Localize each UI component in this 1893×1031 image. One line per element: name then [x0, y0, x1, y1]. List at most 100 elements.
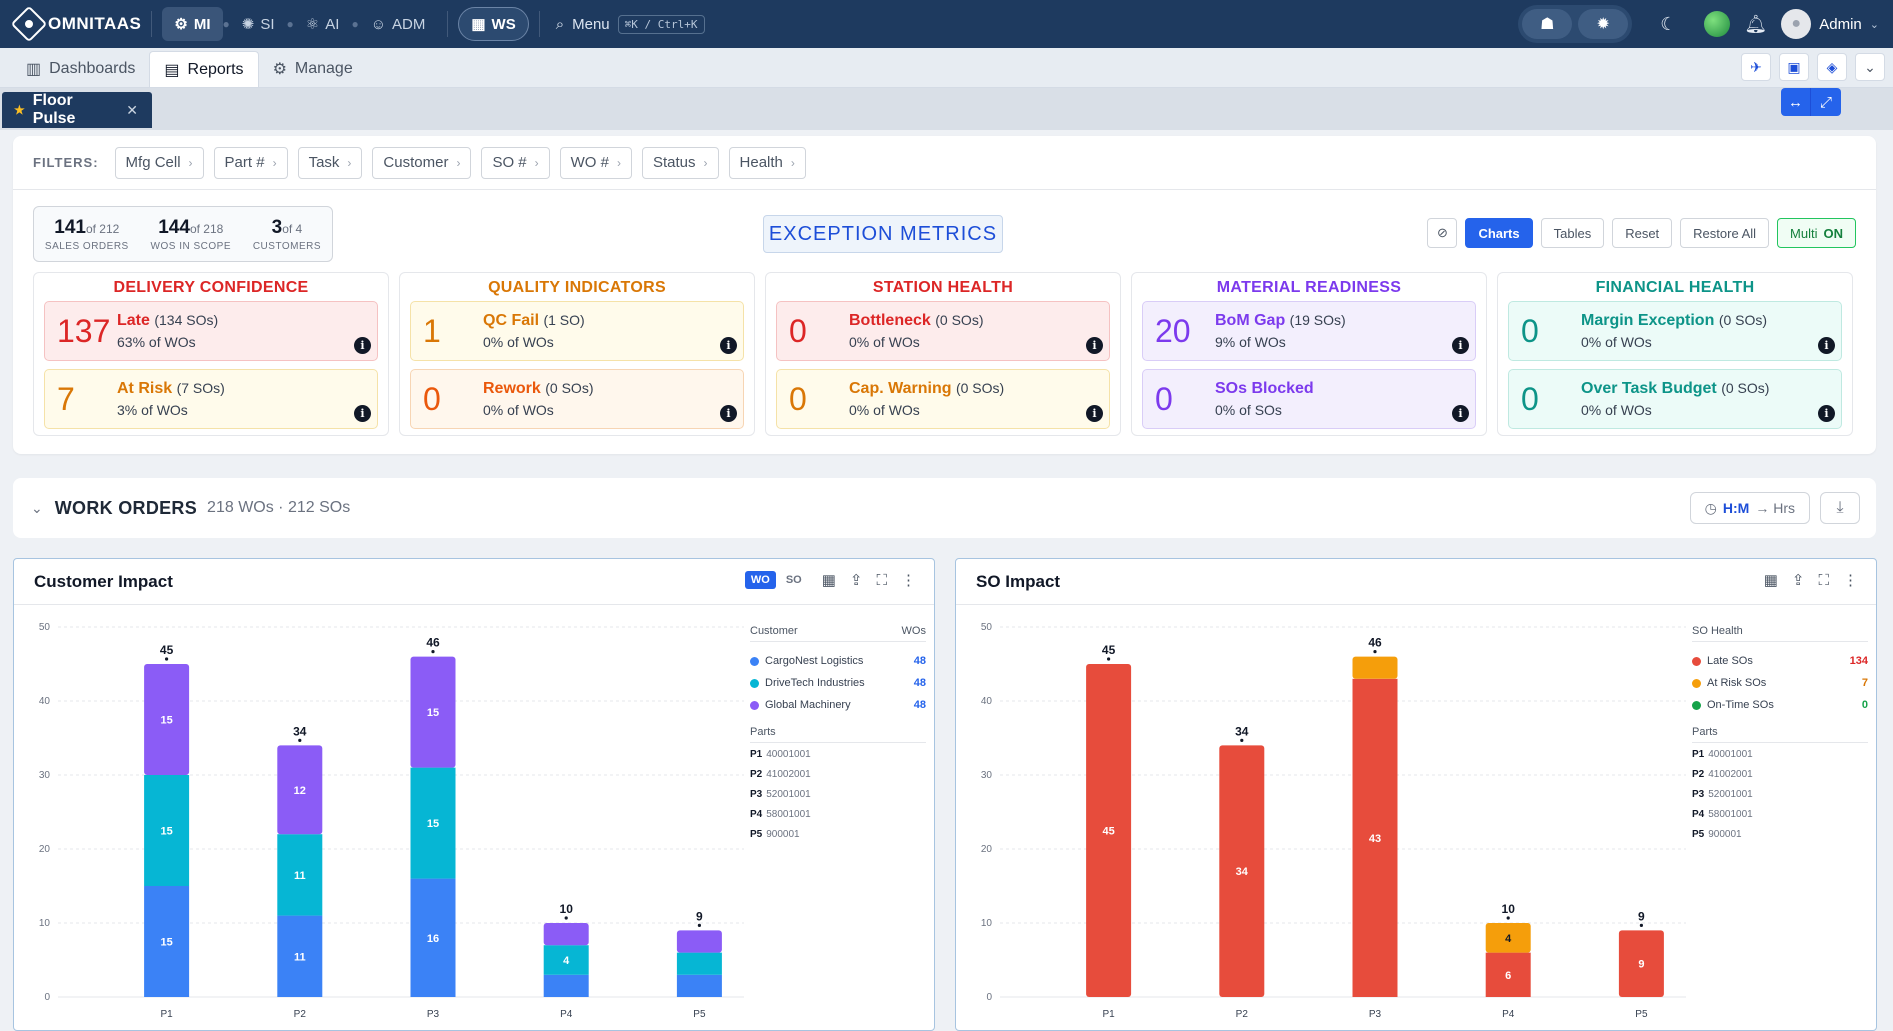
app-logo[interactable]: OMNITAAS [10, 5, 141, 43]
legend-item[interactable]: Late SOs 134 [1692, 650, 1868, 672]
chevron-down-icon[interactable]: ⌄ [1855, 53, 1885, 81]
legend-item[interactable]: CargoNest Logistics 48 [750, 650, 926, 672]
metric-card[interactable]: 0 Bottleneck (0 SOs) 0% of WOs i [776, 301, 1110, 361]
bar-segment[interactable] [543, 923, 589, 946]
bar-segment[interactable] [277, 745, 323, 835]
nav-mi[interactable]: ⚙ MI [162, 7, 223, 41]
info-icon[interactable]: i [1452, 405, 1469, 422]
bar-segment[interactable] [1352, 656, 1398, 679]
fullscreen-icon[interactable]: ⤢ [1811, 88, 1841, 116]
robot-mode-icon[interactable]: ☗ [1522, 9, 1573, 39]
bar-segment[interactable] [1086, 664, 1132, 997]
bar-segment[interactable] [144, 664, 190, 775]
sun-mode-icon[interactable]: ✹ [1578, 9, 1629, 39]
panel-icon[interactable]: ▣ [1779, 53, 1809, 81]
filter-chip[interactable]: Mfg Cell › [114, 146, 204, 179]
charts-button[interactable]: Charts [1465, 218, 1533, 248]
multi-toggle[interactable]: Multi ON [1777, 218, 1856, 248]
table-icon[interactable]: ▦ [821, 572, 836, 589]
metric-card[interactable]: 0 Cap. Warning (0 SOs) 0% of WOs i [776, 369, 1110, 429]
layers-icon[interactable]: ◈ [1817, 53, 1847, 81]
tables-button[interactable]: Tables [1540, 218, 1605, 248]
expand-width-icon[interactable]: ↔ [1781, 88, 1811, 116]
info-icon[interactable]: i [354, 337, 371, 354]
bar-segment[interactable] [144, 775, 190, 886]
bar-segment[interactable] [410, 878, 456, 997]
work-orders-section[interactable]: ⌄ WORK ORDERS 218 WOs · 212 SOs ◷ H:M → … [13, 478, 1876, 538]
bar-segment[interactable] [277, 915, 323, 997]
close-icon[interactable]: ✕ [126, 101, 138, 118]
clear-filter-icon[interactable]: ⊘ [1427, 218, 1458, 248]
bar-segment[interactable] [676, 952, 722, 975]
metric-card[interactable]: 0 Rework (0 SOs) 0% of WOs i [410, 369, 744, 429]
bar-segment[interactable] [410, 656, 456, 768]
metric-card[interactable]: 1 QC Fail (1 SO) 0% of WOs i [410, 301, 744, 361]
metric-card[interactable]: 0 Margin Exception (0 SOs) 0% of WOs i [1508, 301, 1842, 361]
user-menu[interactable]: ● Admin ⌄ [1781, 9, 1879, 39]
bell-icon[interactable]: 🔔︎ [1744, 13, 1768, 34]
export-icon[interactable]: ⇪ [849, 572, 863, 589]
moon-icon[interactable]: ☾ [1660, 13, 1677, 34]
filter-chip[interactable]: Part # › [213, 146, 288, 179]
export-icon[interactable]: ⇪ [1791, 572, 1805, 589]
bar-segment[interactable] [543, 974, 589, 997]
more-icon[interactable]: ⋮ [901, 572, 916, 589]
bar-segment[interactable] [1618, 930, 1664, 997]
bar-segment[interactable] [1352, 678, 1398, 997]
metric-card[interactable]: 0 SOs Blocked 0% of SOs i [1142, 369, 1476, 429]
satellite-icon[interactable]: ✈ [1741, 53, 1771, 81]
wo-toggle[interactable]: WO [744, 571, 776, 589]
info-icon[interactable]: i [1818, 337, 1835, 354]
table-icon[interactable]: ▦ [1763, 572, 1778, 589]
bar-segment[interactable] [543, 945, 589, 975]
fullscreen-icon[interactable]: ⛶ [876, 571, 887, 589]
filter-chip[interactable]: Health › [728, 146, 806, 179]
tab-manage[interactable]: ⚙ Manage [259, 51, 367, 87]
filter-chip[interactable]: Status › [641, 146, 719, 179]
workspace-button[interactable]: ▦ WS [458, 7, 529, 41]
tab-dashboards[interactable]: ▥ Dashboards [12, 51, 149, 87]
legend-item[interactable]: On-Time SOs 0 [1692, 694, 1868, 716]
metric-card[interactable]: 7 At Risk (7 SOs) 3% of WOs i [44, 369, 378, 429]
legend-item[interactable]: At Risk SOs 7 [1692, 672, 1868, 694]
bar-segment[interactable] [676, 930, 722, 953]
metric-card[interactable]: 20 BoM Gap (19 SOs) 9% of WOs i [1142, 301, 1476, 361]
bar-segment[interactable] [144, 886, 190, 997]
nav-adm[interactable]: ☺ ADM [359, 7, 438, 41]
info-icon[interactable]: i [1086, 337, 1103, 354]
filter-chip[interactable]: WO # › [559, 146, 632, 179]
bar-segment[interactable] [1219, 745, 1265, 997]
nav-ai[interactable]: ⚛ AI [294, 7, 352, 41]
bar-segment[interactable] [1485, 952, 1531, 997]
filter-chip[interactable]: SO # › [481, 146, 550, 179]
time-format-toggle[interactable]: ◷ H:M → Hrs [1689, 492, 1810, 524]
metric-card[interactable]: 137 Late (134 SOs) 63% of WOs i [44, 301, 378, 361]
menu-search[interactable]: ⌕ Menu ⌘K / Ctrl+K [556, 14, 705, 34]
bar-segment[interactable] [277, 834, 323, 916]
reset-button[interactable]: Reset [1612, 218, 1673, 248]
fullscreen-icon[interactable]: ⛶ [1818, 571, 1829, 589]
info-icon[interactable]: i [354, 405, 371, 422]
info-icon[interactable]: i [720, 405, 737, 422]
nav-si[interactable]: ✺ SI [230, 7, 287, 41]
legend-item[interactable]: Global Machinery 48 [750, 694, 926, 716]
more-icon[interactable]: ⋮ [1843, 572, 1858, 589]
bar-segment[interactable] [410, 767, 456, 879]
filter-chip[interactable]: Customer › [372, 146, 472, 179]
chevron-down-icon[interactable]: ⌄ [31, 499, 43, 516]
info-icon[interactable]: i [1086, 405, 1103, 422]
page-tab-floor-pulse[interactable]: ★ Floor Pulse ✕ [2, 92, 152, 128]
download-icon[interactable]: ⤓ [1820, 492, 1860, 524]
globe-icon[interactable] [1704, 11, 1731, 37]
info-icon[interactable]: i [720, 337, 737, 354]
bar-segment[interactable] [1485, 923, 1531, 953]
info-icon[interactable]: i [1818, 405, 1835, 422]
so-toggle[interactable]: SO [785, 574, 802, 586]
legend-item[interactable]: DriveTech Industries 48 [750, 672, 926, 694]
filter-chip[interactable]: Task › [297, 146, 363, 179]
info-icon[interactable]: i [1452, 337, 1469, 354]
restore-all-button[interactable]: Restore All [1680, 218, 1770, 248]
bar-segment[interactable] [676, 974, 722, 997]
tab-reports[interactable]: ▤ Reports [149, 51, 259, 87]
metric-card[interactable]: 0 Over Task Budget (0 SOs) 0% of WOs i [1508, 369, 1842, 429]
